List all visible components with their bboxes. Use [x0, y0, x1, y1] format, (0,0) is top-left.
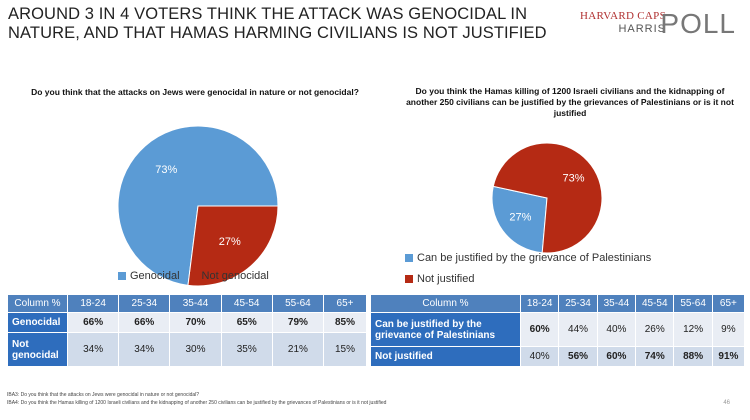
justified-pie-chart: 27% 73% [491, 142, 603, 254]
table-cell: 30% [169, 332, 222, 367]
column-header: Column % [7, 294, 68, 313]
table-cell: 56% [558, 346, 598, 367]
right-pie-slice-1 [492, 142, 603, 254]
row-label: Not genocidal [7, 332, 68, 367]
table-cell: 12% [673, 312, 713, 347]
legend-item-can-be-justified: Can be justified by the grievance of Pal… [405, 252, 651, 264]
right-pie-slice-0 [491, 185, 548, 254]
table-cell: 15% [323, 332, 367, 367]
table-cell: 65% [220, 312, 273, 333]
table-cell: 35% [220, 332, 273, 367]
left-chart-question: Do you think that the attacks on Jews we… [31, 87, 359, 97]
page-title: AROUND 3 IN 4 VOTERS THINK THE ATTACK WA… [8, 5, 547, 42]
left-pie-slice-1 [187, 205, 279, 287]
table-cell: 9% [711, 312, 746, 347]
footnote-iba3: IBA3: Do you think that the attacks on J… [7, 392, 200, 398]
genocidal-pie-chart: 73% 27% [117, 125, 279, 287]
genocidal-age-table: Column % 18-24 25-34 35-44 45-54 55-64 6… [7, 294, 367, 367]
table-cell: 74% [635, 346, 675, 367]
table-row: Genocidal 66% 66% 70% 65% 79% 85% [7, 312, 367, 333]
logo-line3: POLL [660, 8, 736, 39]
legend-label-not-justified: Not justified [417, 273, 475, 285]
table-cell: 60% [596, 346, 637, 367]
column-header: 18-24 [66, 294, 120, 313]
legend-label-not-genocidal: Not genocidal [201, 270, 269, 282]
right-pie-data-label-0: 27% [509, 211, 531, 223]
right-chart-question: Do you think the Hamas killing of 1200 I… [406, 86, 734, 118]
legend-item-not-justified: Not justified [405, 273, 474, 285]
table-cell: 44% [558, 312, 598, 347]
page-number: 46 [723, 400, 730, 406]
column-header: 55-64 [271, 294, 325, 313]
table-cell: 21% [271, 332, 325, 367]
table-cell: 85% [323, 312, 367, 333]
table-row: Not genocidal 34% 34% 30% 35% 21% 15% [7, 332, 367, 367]
legend-swatch-can-be-justified [405, 254, 413, 262]
legend-label-can-be-justified: Can be justified by the grievance of Pal… [417, 252, 652, 264]
row-label: Not justified [370, 346, 521, 367]
table-cell: 26% [635, 312, 675, 347]
legend-item-genocidal: Genocidal [118, 270, 180, 282]
justified-age-table: Column % 18-24 25-34 35-44 45-54 55-64 6… [370, 294, 746, 367]
logo-line2: HARRIS [618, 23, 666, 35]
column-header: 25-34 [558, 294, 598, 313]
legend-swatch-not-justified [405, 275, 413, 283]
left-pie-data-label-0: 73% [155, 164, 177, 176]
row-label: Genocidal [7, 312, 68, 333]
footnote-iba4: IBA4: Do you think the Hamas killing of … [7, 400, 387, 406]
table-header-row: Column % 18-24 25-34 35-44 45-54 55-64 6… [7, 294, 367, 313]
table-cell: 40% [519, 346, 560, 367]
column-header: 25-34 [118, 294, 171, 313]
right-pie-data-label-1: 73% [563, 172, 585, 184]
column-header: 45-54 [635, 294, 675, 313]
legend-swatch-not-genocidal [189, 272, 198, 280]
table-cell: 66% [118, 312, 171, 333]
logo-line1: HARVARD CAPS [580, 10, 666, 22]
legend-swatch-genocidal [118, 272, 126, 280]
column-header: 35-44 [169, 294, 222, 313]
column-header: 35-44 [596, 294, 637, 313]
table-cell: 91% [711, 346, 746, 367]
table-cell: 70% [169, 312, 222, 333]
left-pie-legend: Genocidal Not genocidal [118, 270, 279, 282]
column-header: 45-54 [220, 294, 273, 313]
legend-item-not-genocidal: Not genocidal [189, 270, 269, 282]
table-row: Can be justified by the grievance of Pal… [370, 312, 746, 347]
left-pie-data-label-1: 27% [219, 236, 241, 248]
column-header: 65+ [711, 294, 746, 313]
row-label: Can be justified by the grievance of Pal… [370, 312, 521, 347]
table-cell: 34% [66, 332, 120, 367]
table-cell: 60% [519, 312, 560, 347]
harvard-caps-harris-poll-logo: HARVARD CAPS HARRIS POLL [576, 10, 736, 50]
table-cell: 40% [596, 312, 637, 347]
column-header: Column % [370, 294, 521, 313]
table-row: Not justified 40% 56% 60% 74% 88% 91% [370, 346, 746, 367]
column-header: 55-64 [673, 294, 713, 313]
table-header-row: Column % 18-24 25-34 35-44 45-54 55-64 6… [370, 294, 746, 313]
table-cell: 88% [673, 346, 713, 367]
column-header: 65+ [323, 294, 367, 313]
legend-label-genocidal: Genocidal [130, 270, 180, 282]
table-cell: 34% [118, 332, 171, 367]
table-cell: 66% [66, 312, 120, 333]
table-cell: 79% [271, 312, 325, 333]
column-header: 18-24 [519, 294, 560, 313]
